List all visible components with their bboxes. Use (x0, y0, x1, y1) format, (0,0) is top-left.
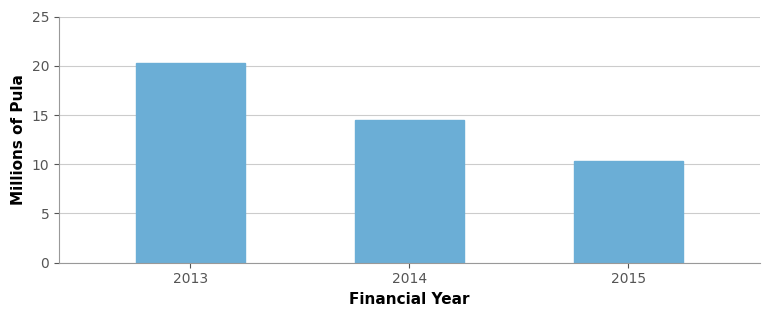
Bar (136, 63, 245, 263)
Bar (574, 161, 683, 263)
Y-axis label: Millions of Pula: Millions of Pula (11, 74, 26, 205)
X-axis label: Financial Year: Financial Year (349, 292, 470, 307)
Bar (355, 120, 464, 263)
